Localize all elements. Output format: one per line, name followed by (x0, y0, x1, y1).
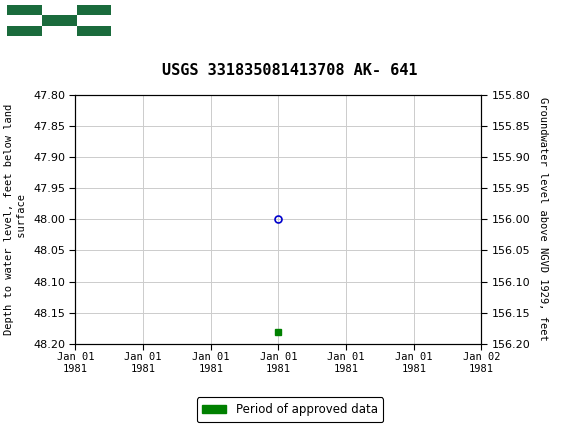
Text: USGS: USGS (117, 12, 172, 29)
Text: USGS 331835081413708 AK- 641: USGS 331835081413708 AK- 641 (162, 64, 418, 78)
Bar (7, 5, 111, 36)
Bar (42, 15, 77, 26)
Bar (77, 5, 111, 15)
Y-axis label: Depth to water level, feet below land
 surface: Depth to water level, feet below land su… (4, 104, 27, 335)
Bar (7, 26, 42, 36)
Legend: Period of approved data: Period of approved data (197, 397, 383, 422)
Y-axis label: Groundwater level above NGVD 1929, feet: Groundwater level above NGVD 1929, feet (538, 98, 548, 341)
Bar (7, 5, 42, 15)
Bar (77, 26, 111, 36)
